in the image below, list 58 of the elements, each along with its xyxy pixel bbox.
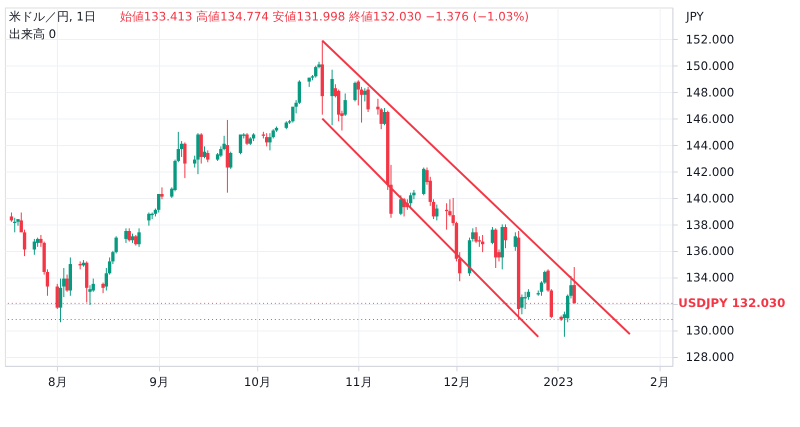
x-tick-label: 2月 xyxy=(650,374,670,389)
annotation: 出来高 0 xyxy=(8,26,56,41)
candlestick xyxy=(134,234,138,246)
candlestick xyxy=(408,192,412,208)
y-tick-label: 142.000 xyxy=(686,164,734,179)
candlestick xyxy=(128,228,131,242)
candlestick xyxy=(238,134,242,155)
candlestick xyxy=(147,212,151,226)
y-tick-label: 152.000 xyxy=(686,32,734,47)
candlestick xyxy=(206,150,210,163)
candlestick xyxy=(268,132,272,151)
candlestick xyxy=(32,238,36,256)
candlestick xyxy=(183,142,187,179)
x-tick-label: 10月 xyxy=(244,374,271,389)
candlestick xyxy=(308,77,311,88)
chart-title: 米ドル／円, 1日 xyxy=(8,9,96,24)
y-tick-label: 130.000 xyxy=(686,324,734,338)
candlestick xyxy=(314,65,318,78)
candlestick xyxy=(10,212,14,222)
candlestick xyxy=(65,274,69,292)
x-tick-label: 9月 xyxy=(149,374,169,389)
candlestick xyxy=(13,217,16,233)
candlestick xyxy=(399,194,402,216)
x-tick-label: 11月 xyxy=(345,374,372,389)
candlestick xyxy=(366,86,370,112)
y-tick-label: 150.000 xyxy=(686,59,734,74)
y-tick-label: 136.000 xyxy=(686,244,734,258)
candlestick xyxy=(124,228,128,244)
candlestick xyxy=(229,151,232,170)
x-tick-label: 2023 xyxy=(543,374,574,389)
candlestick xyxy=(202,146,206,159)
candlestick xyxy=(435,204,438,221)
y-tick-label: 134.000 xyxy=(686,270,734,285)
y-tick-label: 148.000 xyxy=(686,86,734,100)
y-tick-label: 144.000 xyxy=(686,138,734,152)
candlestick xyxy=(514,232,518,252)
y-tick-label: 128.000 xyxy=(686,350,734,364)
candlestick xyxy=(344,93,347,116)
candlestick xyxy=(157,193,160,213)
candlestick xyxy=(101,282,105,294)
candlestick xyxy=(520,294,524,315)
annotation: 始値133.413 高値134.774 安値131.998 終値132.030 −1.376 (−1.03%) xyxy=(120,9,530,24)
y-tick-label: 138.000 xyxy=(686,218,734,232)
candlestick xyxy=(490,226,494,245)
candlestick xyxy=(265,132,268,147)
x-tick-label: 8月 xyxy=(48,374,68,389)
y-axis-title: JPY xyxy=(685,9,704,24)
candlestick xyxy=(226,119,230,194)
candlestick xyxy=(330,69,334,126)
x-tick-label: 12月 xyxy=(443,374,470,389)
y-tick-label: 140.000 xyxy=(686,191,734,206)
candlestick xyxy=(363,88,366,102)
candlestick xyxy=(523,291,527,310)
candlestick xyxy=(480,234,484,253)
candlestick xyxy=(382,108,386,126)
y-tick-label: 146.000 xyxy=(686,112,734,126)
candlestick xyxy=(200,132,203,164)
ref-line-label: USDJPY 132.030 xyxy=(678,296,786,310)
